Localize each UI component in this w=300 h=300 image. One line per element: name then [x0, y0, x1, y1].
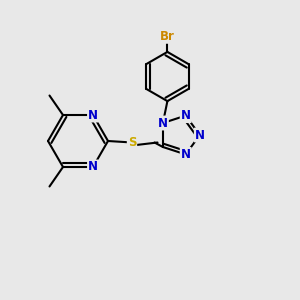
Text: N: N: [88, 160, 98, 173]
Text: N: N: [88, 109, 98, 122]
Text: Br: Br: [160, 30, 175, 43]
Text: N: N: [158, 116, 168, 130]
Text: N: N: [181, 148, 191, 161]
Text: N: N: [195, 128, 205, 142]
Text: N: N: [181, 109, 191, 122]
Text: S: S: [128, 136, 136, 149]
